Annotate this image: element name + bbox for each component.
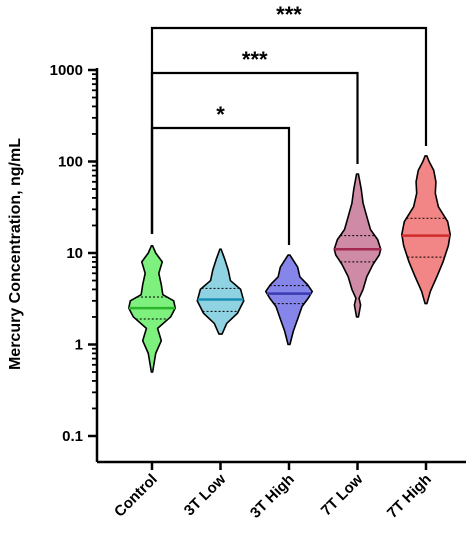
y-axis-title: Mercury Concentration, ng/mL — [7, 138, 24, 370]
significance-label: *** — [242, 47, 268, 72]
y-tick-label: 1000 — [50, 62, 83, 79]
violin-body — [333, 173, 382, 318]
violin-body — [401, 155, 451, 305]
y-tick-label: 100 — [58, 154, 83, 171]
y-tick-label: 10 — [66, 245, 83, 262]
x-axis: Control 3T Low 3T High 7T Low 7T High — [97, 460, 466, 522]
x-tick-label: 7T Low — [318, 471, 367, 520]
significance-bracket — [150, 26, 428, 234]
x-tick-label: 7T High — [384, 471, 435, 522]
x-tick-label: 3T Low — [181, 471, 230, 520]
y-tick-label: 1 — [75, 337, 83, 354]
x-tick-label: 3T High — [247, 471, 298, 522]
x-tick-label: Control — [111, 471, 161, 521]
significance-label: * — [216, 102, 225, 127]
significance-label: *** — [276, 2, 302, 27]
significance-bracket — [150, 71, 359, 234]
significance-brackets: ******* — [150, 2, 428, 246]
y-tick-label: 0.1 — [62, 428, 83, 445]
significance-bracket — [150, 126, 291, 246]
violin-body — [196, 248, 245, 335]
y-axis: 0.1 1 10 100 1000 — [50, 62, 99, 462]
violin-groups — [127, 155, 451, 373]
violin-body — [264, 254, 314, 346]
